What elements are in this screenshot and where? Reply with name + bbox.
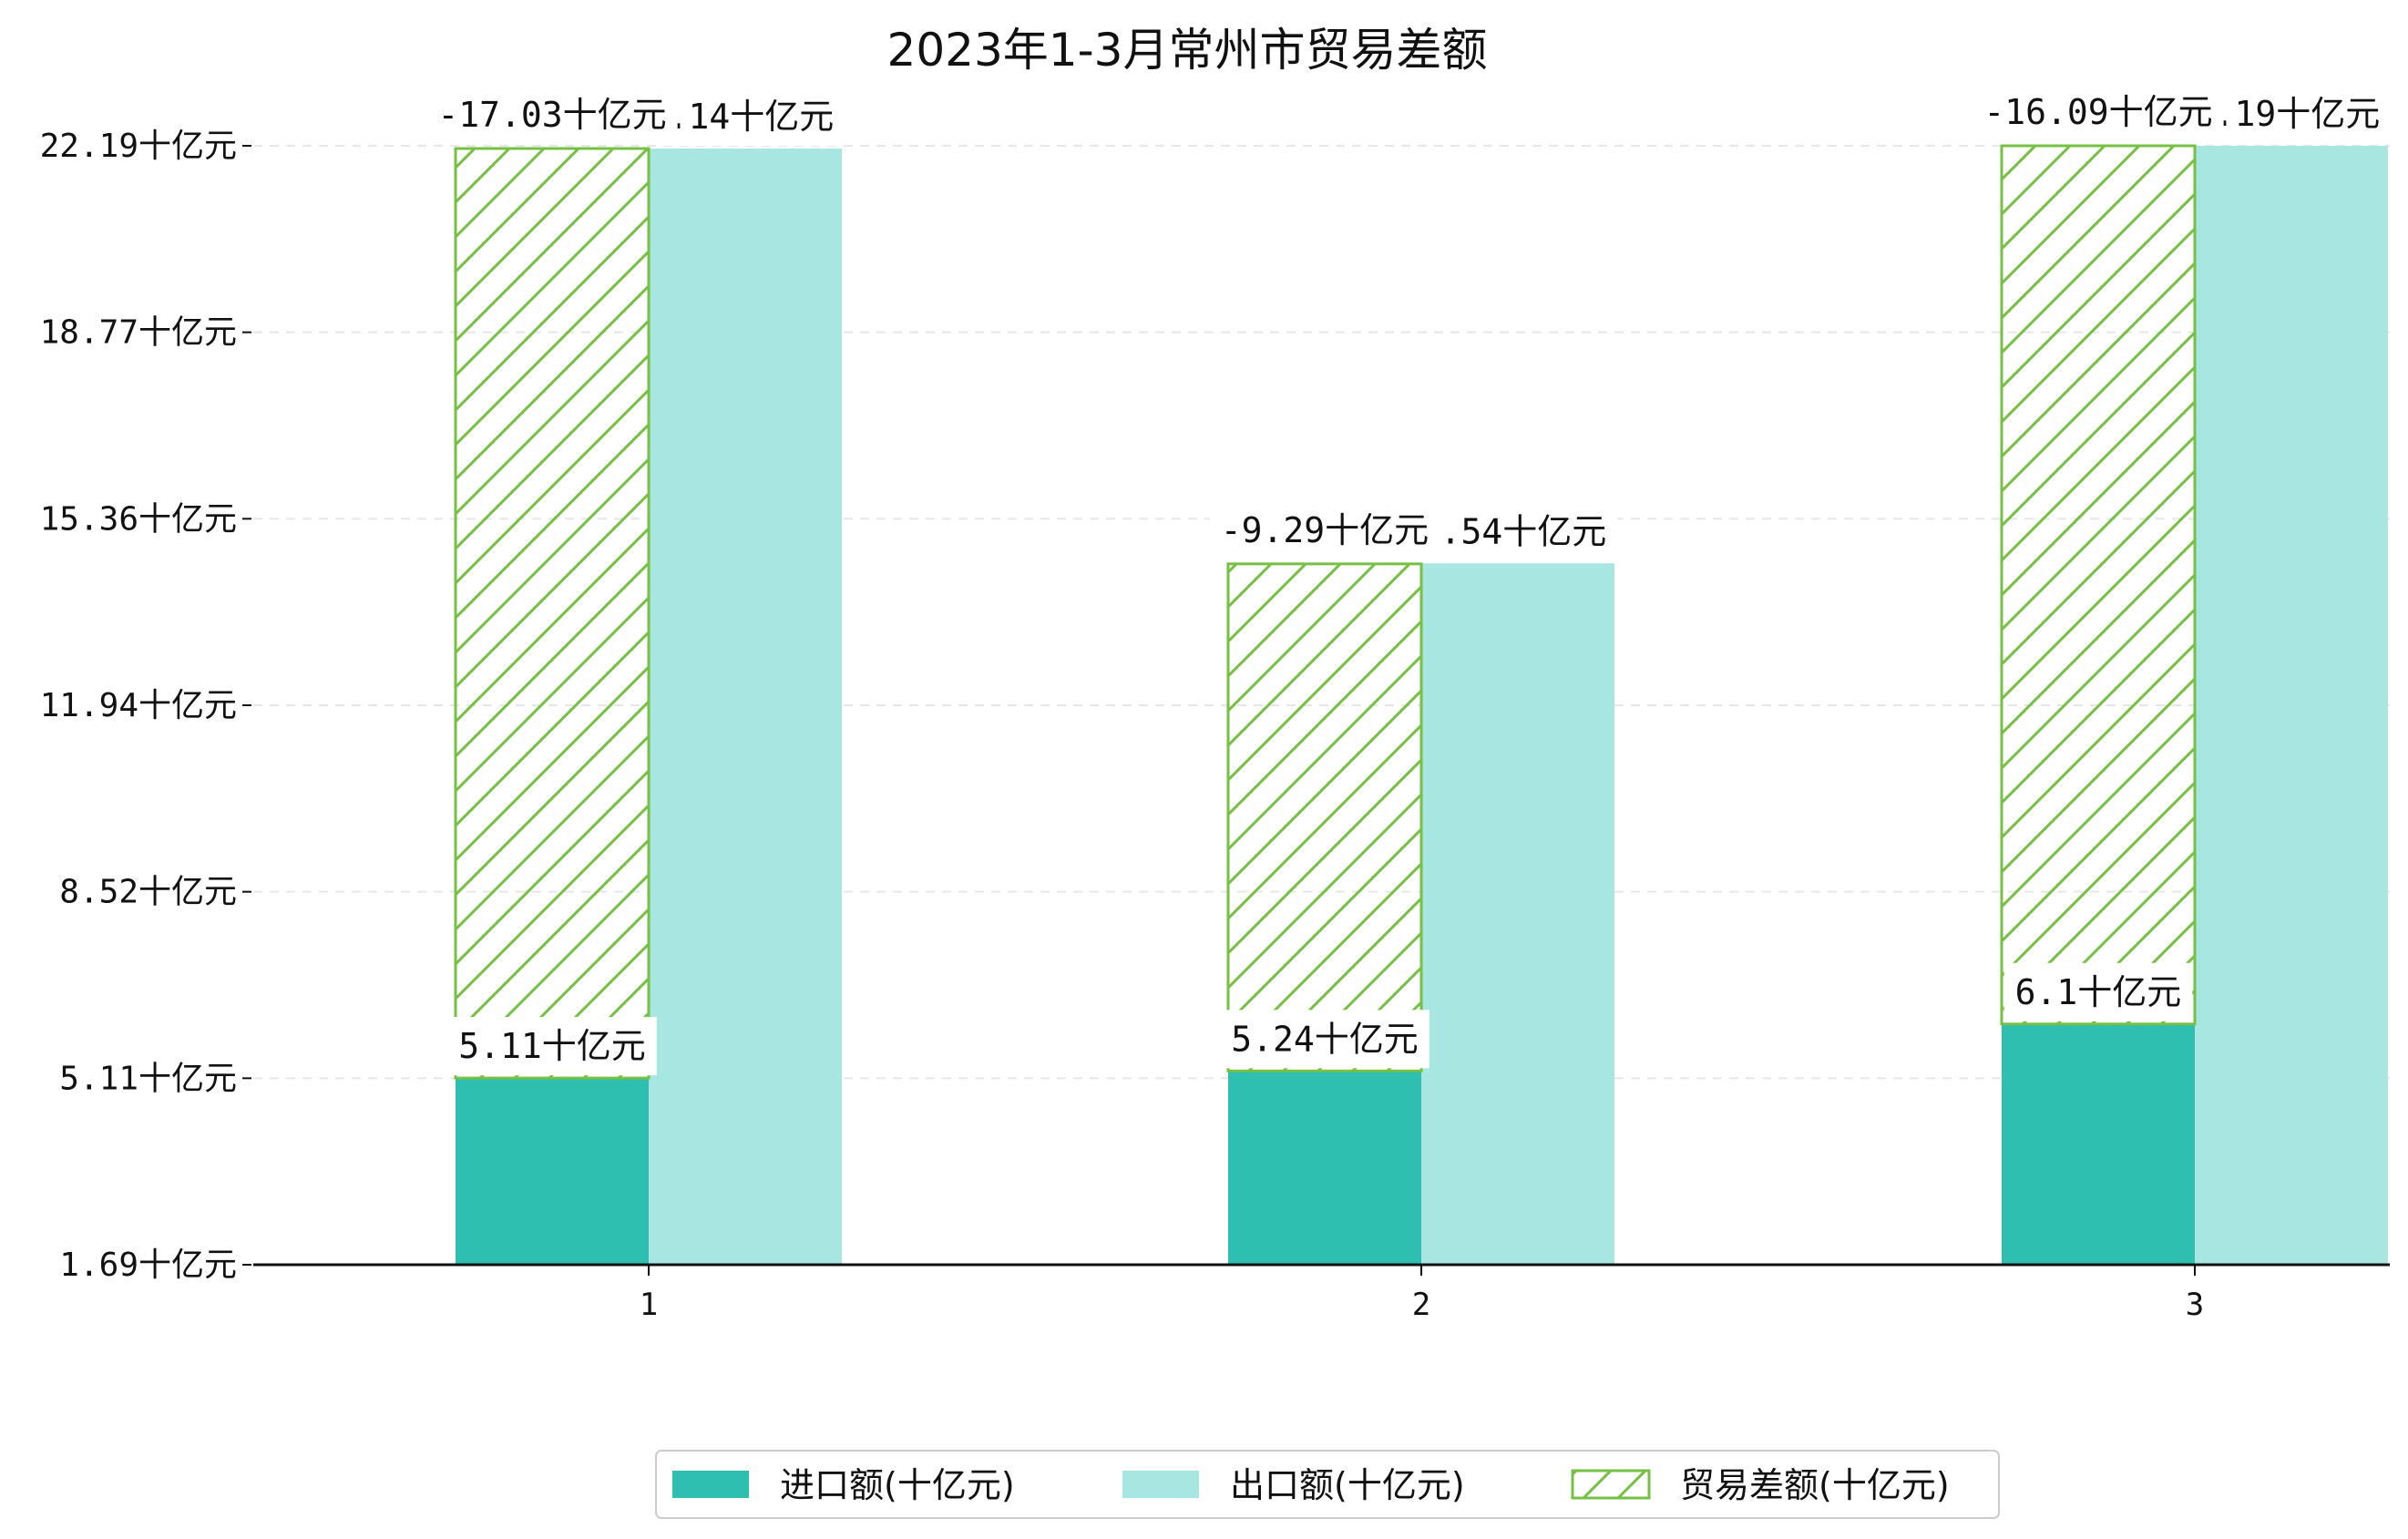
bar-import <box>2002 1023 2195 1265</box>
x-tick-label: 2 <box>1412 1287 1430 1323</box>
bar-export <box>2195 146 2388 1265</box>
data-label-bg <box>2202 85 2392 143</box>
data-label-export: .54十亿元 <box>1429 502 1618 561</box>
y-tick-label: 1.69十亿元 <box>59 1247 237 1284</box>
legend-item: 出口额(十亿元) <box>1122 1465 1465 1505</box>
legend-label: 出口额(十亿元) <box>1230 1465 1465 1505</box>
legend-swatch <box>672 1471 749 1498</box>
data-label-text: 6.1十亿元 <box>2015 972 2182 1012</box>
y-tick-label: 5.11十亿元 <box>59 1060 237 1097</box>
data-label-trade-balance: -17.03十亿元 <box>426 85 678 144</box>
data-label-trade-balance: -9.29十亿元 <box>1209 500 1440 559</box>
bar-trade-balance <box>454 147 651 1080</box>
bar-import <box>456 1078 649 1265</box>
labels-layer: .14十亿元-17.03十亿元 5.11十亿元 .54十亿元 -9.29十亿元 5.24… <box>426 83 2392 1076</box>
data-label-export: .19十亿元 <box>2202 85 2392 143</box>
chart-title: 2023年1-3月常州市贸易差额 <box>887 24 1488 77</box>
data-label-bg <box>656 87 845 146</box>
y-tick-label: 15.36十亿元 <box>40 500 237 538</box>
y-tick-label: 11.94十亿元 <box>40 687 237 724</box>
data-label-trade-balance: -16.09十亿元 <box>1973 83 2224 141</box>
data-label-text: -17.03十亿元 <box>437 95 666 135</box>
data-label-import: 5.11十亿元 <box>447 1017 657 1076</box>
legend-item: 进口额(十亿元) <box>672 1465 1015 1505</box>
data-label-text: 5.24十亿元 <box>1231 1019 1419 1059</box>
legend-item: 贸易差额(十亿元) <box>1571 1465 1950 1505</box>
legend-label: 贸易差额(十亿元) <box>1680 1465 1950 1505</box>
data-label-bg <box>1220 1010 1429 1069</box>
bars-layer <box>454 144 2388 1265</box>
data-label-bg <box>1209 500 1440 559</box>
data-label-bg <box>1973 83 2224 141</box>
data-label-import: 5.24十亿元 <box>1220 1010 1429 1069</box>
x-tick-label: 3 <box>2186 1287 2204 1323</box>
data-label-import: 6.1十亿元 <box>2003 962 2193 1021</box>
data-label-text: .54十亿元 <box>1440 511 1607 551</box>
data-label-bg <box>1429 502 1618 561</box>
x-tick-label: 1 <box>640 1287 658 1323</box>
y-tick-label: 8.52十亿元 <box>59 874 237 911</box>
y-tick-label: 18.77十亿元 <box>40 314 237 352</box>
bar-export <box>1421 563 1614 1265</box>
data-label-bg <box>447 1017 657 1076</box>
legend-swatch <box>1571 1469 1651 1500</box>
data-label-text: .19十亿元 <box>2214 94 2381 134</box>
data-label-bg <box>2003 962 2193 1021</box>
y-tick-label: 22.19十亿元 <box>40 128 237 165</box>
data-label-text: -16.09十亿元 <box>1983 92 2212 132</box>
bar-trade-balance <box>2000 144 2197 1026</box>
data-label-text: -9.29十亿元 <box>1221 510 1429 550</box>
data-label-text: 5.11十亿元 <box>458 1026 646 1066</box>
legend-swatch <box>1122 1471 1199 1498</box>
data-label-text: .14十亿元 <box>668 97 835 137</box>
bar-export <box>649 148 842 1265</box>
bar-trade-balance <box>1226 562 1423 1072</box>
bar-import <box>1228 1071 1421 1265</box>
legend-box <box>655 1450 2000 1519</box>
axes-layer: 1.69十亿元 5.11十亿元 8.52十亿元 11.94十亿元 15.36十亿元 18.… <box>40 128 2390 1323</box>
legend: 进口额(十亿元) 出口额(十亿元) 贸易差额(十亿元) <box>655 1450 2000 1519</box>
legend-label: 进口额(十亿元) <box>780 1465 1015 1505</box>
data-label-export: .14十亿元 <box>656 87 845 146</box>
data-label-bg <box>426 85 678 144</box>
